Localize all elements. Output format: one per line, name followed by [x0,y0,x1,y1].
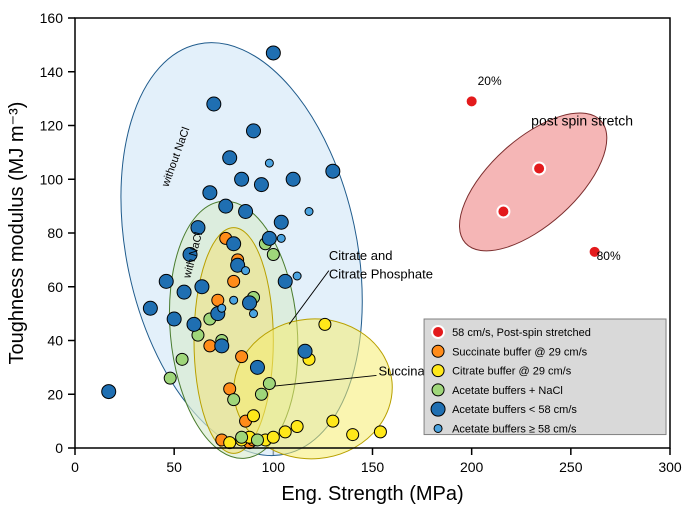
annotation: 80% [597,249,621,263]
data-point [274,215,288,229]
data-point [223,151,237,165]
legend-label: 58 cm/s, Post-spin stretched [452,327,591,339]
annotation: Citrate Phosphate [329,267,433,282]
y-tick-label: 80 [47,225,63,241]
data-point [251,434,263,446]
legend-marker [432,365,444,377]
data-point [263,378,275,390]
data-point [203,186,217,200]
data-point [235,172,249,186]
data-point [533,163,545,175]
data-point [243,296,257,310]
data-point [319,318,331,330]
data-point [177,285,191,299]
y-tick-label: 160 [40,10,64,26]
data-point [218,304,226,312]
y-tick-label: 40 [47,333,63,349]
y-tick-label: 140 [40,64,64,80]
data-point [176,353,188,365]
y-tick-label: 120 [40,118,64,134]
data-point [187,317,201,331]
legend-label: Acetate buffers + NaCl [452,385,563,397]
data-point [497,206,509,218]
data-point [250,360,264,374]
data-point [327,415,339,427]
data-point [255,388,267,400]
x-tick-label: 250 [559,459,583,475]
data-point [286,172,300,186]
data-point [228,394,240,406]
data-point [277,234,285,242]
data-point [265,159,273,167]
data-point [248,410,260,422]
data-point [250,310,258,318]
legend-marker [432,326,444,338]
data-point [267,431,279,443]
data-point [326,164,340,178]
data-point [224,437,236,449]
legend-marker [431,402,445,416]
scatter-chart: 0 50 100 150 200 250 300 0 20 40 60 80 100 120 140 160 E… [0,0,685,512]
data-point [224,383,236,395]
data-point [293,272,301,280]
data-point [230,296,238,304]
data-point [298,344,312,358]
annotation: 20% [478,74,502,88]
data-point [247,124,261,138]
data-point [102,385,116,399]
legend-label: Acetate buffers ≥ 58 cm/s [452,423,577,435]
data-point [347,429,359,441]
x-tick-label: 0 [71,459,79,475]
data-point [143,301,157,315]
x-tick-label: 150 [361,459,385,475]
data-point [262,231,276,245]
data-point [204,340,216,352]
legend-label: Citrate buffer @ 29 cm/s [452,366,572,378]
data-point [374,426,386,438]
data-point [254,178,268,192]
data-point [305,208,313,216]
data-point [236,351,248,363]
data-point [236,431,248,443]
data-point [227,237,241,251]
data-point [159,274,173,288]
y-tick-label: 60 [47,279,63,295]
data-point [267,249,279,261]
data-point [466,95,478,107]
data-point [242,267,250,275]
y-tick-label: 20 [47,386,63,402]
x-tick-label: 200 [460,459,484,475]
data-point [266,46,280,60]
legend-marker [432,384,444,396]
data-point [164,372,176,384]
annotation: Citrate and [329,248,393,263]
data-point [228,275,240,287]
y-axis-label: Toughness modulus (MJ m⁻³) [6,102,28,365]
legend-label: Acetate buffers < 58 cm/s [452,404,577,416]
y-tick-label: 100 [40,171,64,187]
y-tick-label: 0 [55,440,63,456]
data-point [219,199,233,213]
x-tick-label: 300 [658,459,682,475]
data-point [279,426,291,438]
data-point [195,280,209,294]
data-point [215,339,229,353]
legend-label: Succinate buffer @ 29 cm/s [452,346,588,358]
data-point [207,97,221,111]
data-point [167,312,181,326]
x-tick-label: 100 [262,459,286,475]
legend-marker [434,424,442,432]
data-point [278,274,292,288]
data-point [291,421,303,433]
x-axis-label: Eng. Strength (MPa) [281,483,463,505]
legend-marker [432,345,444,357]
data-point [239,205,253,219]
x-tick-label: 50 [166,459,182,475]
annotation: post spin stretch [531,113,633,129]
